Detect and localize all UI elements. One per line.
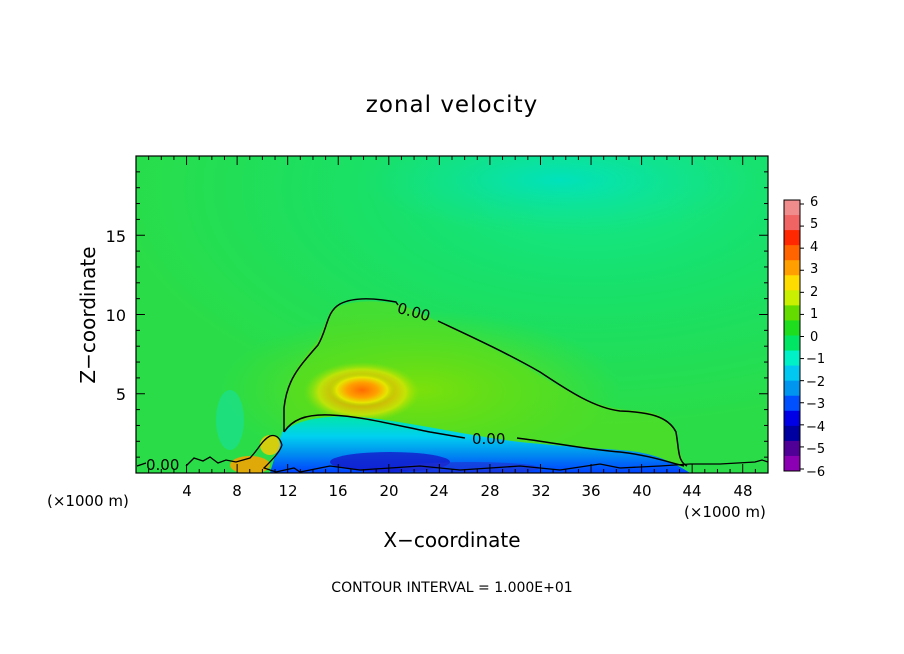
colorbar-swatch [784,350,800,367]
x-tick-label: 40 [632,482,651,500]
colorbar-label: 4 [810,240,818,255]
colorbar-swatch [784,245,800,261]
x-tick-label: 24 [429,482,448,500]
x-tick-label: 20 [379,482,398,500]
strong-negative-band-2 [400,462,540,473]
y-tick-label: 5 [116,385,126,404]
contour-interval-note: CONTOUR INTERVAL = 1.000E+01 [331,580,572,596]
positive-core [328,373,396,407]
colorbar-label: 3 [810,262,818,277]
y-axis-label: Z−coordinate [76,246,100,383]
colorbar-swatch [784,410,800,427]
colorbar-swatch [784,365,800,382]
colorbar-labels: 6 5 4 3 2 1 0 −1 −2 −3 −4 −5 −6 [806,195,825,480]
surface-positive-left-2 [260,435,280,455]
colorbar-swatch [784,380,800,397]
colorbar-swatch [784,455,800,472]
colorbar-swatch [784,335,800,352]
upper-cyan-region [360,156,760,235]
x-tick-label: 32 [531,482,550,500]
contour-label-surface: 0.00 [146,456,179,474]
colorbar-swatch [784,320,800,336]
colorbar-swatch [784,275,800,291]
chart-title: zonal velocity [366,92,538,118]
colorbar-swatch [784,395,800,412]
colorbar-label: 6 [810,195,818,210]
tick-marks [135,155,769,474]
colorbar-swatch [784,215,800,231]
x-tick-label: 8 [232,482,242,500]
x-axis-label: X−coordinate [383,528,520,552]
colorbar-swatch [784,425,800,442]
colorbar-swatch [784,230,800,246]
colorbar-swatch [784,305,800,321]
plot-area: 0.00 0.00 0.00 [136,156,768,474]
colorbar-label: −1 [806,352,825,367]
colorbar-swatch [784,440,800,457]
x-unit-right: (×1000 m) [684,503,766,521]
zero-contour-surface [136,434,768,473]
colorbar-label: −2 [806,375,825,390]
colorbar-label: 2 [810,285,818,300]
colorbar-label: −4 [806,420,825,435]
x-tick-labels: 4 8 12 16 20 24 28 32 36 40 44 48 [182,482,752,500]
x-unit-left: (×1000 m) [47,492,129,510]
x-tick-label: 28 [480,482,499,500]
colorbar [783,199,804,472]
colorbar-label: 1 [810,307,818,322]
colorbar-label: 0 [810,330,818,345]
contour-label-lower: 0.00 [472,430,505,448]
x-tick-label: 16 [328,482,347,500]
zero-contour-lower [283,414,685,467]
colorbar-label: 5 [810,217,818,232]
colorbar-label: −6 [806,465,825,480]
colorbar-swatch [784,290,800,306]
colorbar-swatch [784,260,800,276]
y-tick-labels: 5 10 15 [106,227,126,404]
surface-negative-left [216,390,244,450]
colorbar-label: −5 [806,442,825,457]
y-tick-label: 15 [106,227,126,246]
x-tick-label: 4 [182,482,192,500]
x-tick-label: 48 [733,482,752,500]
x-tick-label: 12 [278,482,297,500]
colorbar-label: −3 [806,397,825,412]
colorbar-frame [783,199,801,472]
colorbar-swatch [784,200,800,216]
zero-contour-upper [283,298,688,467]
x-tick-label: 36 [581,482,600,500]
y-tick-label: 10 [106,306,126,325]
x-tick-label: 44 [682,482,701,500]
